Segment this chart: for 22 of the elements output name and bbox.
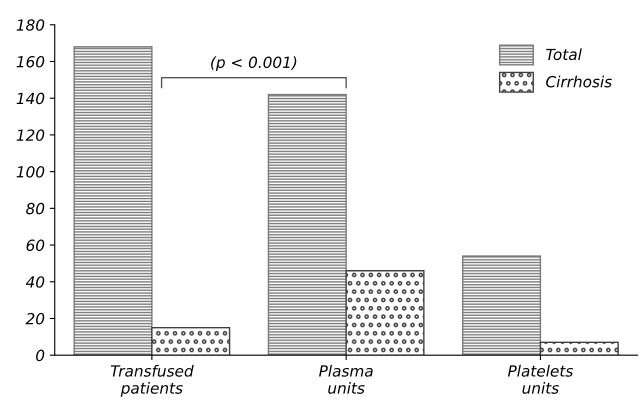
y-tick-label: 140	[16, 92, 44, 104]
y-tick-label: 180	[16, 19, 44, 31]
y-tick-label: 0	[36, 350, 44, 362]
bar	[268, 94, 347, 356]
bar	[345, 270, 425, 356]
bar	[462, 255, 542, 356]
y-tick-label: 40	[26, 276, 44, 288]
y-tick-label: 160	[16, 56, 44, 68]
bar	[540, 342, 619, 356]
y-tick-label: 20	[26, 312, 44, 324]
legend-label: Total	[546, 48, 582, 60]
bar	[73, 46, 153, 356]
x-tick-label: Plasma units	[319, 364, 373, 394]
y-tick-label: 60	[26, 240, 44, 252]
y-tick-label: 80	[26, 202, 44, 214]
bar	[151, 326, 230, 356]
annotation: (p < 0.001)	[211, 56, 296, 72]
x-tick-label: Transfused patients	[110, 364, 194, 397]
legend-label: Cirrhosis	[546, 76, 612, 88]
y-tick-label: 100	[16, 166, 44, 178]
y-tick-label: 120	[16, 129, 44, 141]
x-tick-label: Platelets units	[508, 364, 574, 394]
